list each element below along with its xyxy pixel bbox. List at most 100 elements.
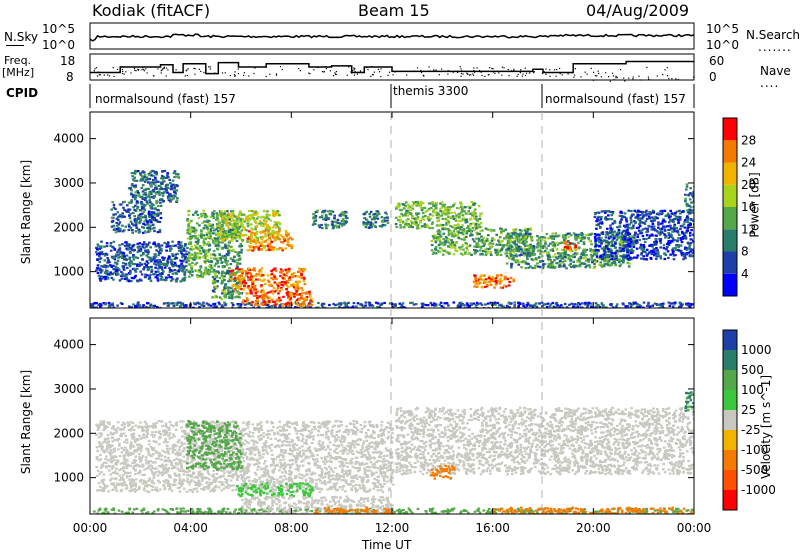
heat-cell: [235, 215, 238, 218]
heat-cell: [506, 240, 510, 243]
heat-cell: [412, 303, 416, 306]
heat-cell: [518, 261, 522, 264]
heat-cell: [205, 232, 209, 235]
heat-cell: [285, 233, 288, 237]
heat-cell: [487, 276, 491, 280]
heat-cell: [594, 260, 597, 263]
heat-cell: [520, 253, 523, 256]
heat-cell: [417, 204, 421, 207]
heat-cell: [618, 261, 621, 264]
heat-cell: [149, 273, 152, 276]
heat-cell: [121, 253, 124, 256]
heat-cell: [493, 286, 496, 289]
heat-cell: [183, 278, 186, 282]
heat-cell: [275, 223, 278, 226]
heat-cell: [405, 219, 408, 222]
heat-cell: [228, 278, 232, 281]
heat-cell: [350, 306, 353, 308]
heat-cell: [218, 277, 222, 280]
nave-dot: [237, 73, 239, 75]
heat-cell: [237, 227, 241, 230]
heat-cell: [457, 207, 461, 210]
heat-cell: [179, 241, 183, 244]
heat-cell: [124, 241, 127, 244]
heat-cell: [268, 306, 271, 308]
heat-cell: [566, 232, 570, 235]
noise-search-label: N.Search: [746, 28, 800, 42]
nave-dot: [646, 66, 648, 68]
heat-cell: [554, 253, 557, 256]
heat-cell: [250, 291, 253, 294]
heat-cell: [161, 174, 164, 178]
nave-dot: [299, 70, 301, 72]
heat-cell: [230, 245, 233, 248]
heat-cell: [460, 203, 463, 206]
heat-cell: [165, 264, 169, 267]
heat-cell: [139, 270, 142, 273]
heat-cell: [560, 248, 564, 251]
heat-cell: [171, 260, 174, 263]
heat-cell: [469, 224, 472, 227]
heat-cell: [646, 304, 649, 307]
nave-dot: [487, 74, 489, 76]
heat-cell: [270, 284, 274, 288]
heat-cell: [545, 305, 549, 308]
heat-cell: [613, 262, 617, 265]
heat-cell: [573, 266, 576, 269]
heat-cell: [235, 285, 238, 288]
heat-cell: [134, 224, 138, 227]
heat-cell: [399, 226, 403, 229]
heat-cell: [187, 251, 191, 254]
heat-cell: [266, 210, 269, 213]
heat-cell: [431, 204, 435, 207]
heat-cell: [103, 271, 107, 274]
heat-cell: [383, 224, 387, 227]
heat-cell: [571, 256, 575, 259]
nave-dot: [221, 72, 224, 74]
heat-cell: [187, 210, 190, 213]
heat-cell: [477, 237, 481, 240]
heat-cell: [522, 252, 526, 255]
heat-cell: [150, 270, 153, 273]
heat-cell: [438, 230, 442, 233]
heat-cell: [128, 263, 131, 267]
heat-cell: [512, 259, 516, 262]
heat-cell: [517, 304, 520, 307]
heat-cell: [288, 293, 291, 296]
heat-cell: [616, 252, 619, 255]
heat-cell: [205, 258, 208, 261]
heat-cell: [267, 242, 270, 245]
heat-cell: [324, 214, 328, 217]
heat-cell: [208, 231, 211, 234]
heat-cell: [252, 248, 256, 251]
heat-cell: [589, 249, 593, 252]
heat-cell: [380, 302, 384, 306]
heat-cell: [151, 181, 155, 184]
heat-cell: [466, 304, 469, 307]
heat-cell: [594, 238, 597, 241]
heat-cell: [90, 304, 93, 307]
heat-cell: [222, 215, 225, 218]
heat-cell: [578, 263, 582, 266]
heat-cell: [253, 233, 257, 236]
heat-cell: [267, 291, 270, 294]
heat-cell: [158, 230, 162, 233]
heat-cell: [159, 248, 162, 252]
heat-cell: [228, 248, 232, 251]
heat-cell: [267, 231, 270, 234]
heat-cell: [303, 303, 306, 306]
heat-cell: [620, 244, 623, 247]
heat-cell: [261, 294, 264, 297]
heat-cell: [539, 260, 542, 263]
heat-cell: [483, 240, 486, 243]
heat-cell: [237, 254, 241, 257]
heat-cell: [177, 243, 180, 246]
heat-cell: [213, 210, 216, 213]
heat-cell: [223, 275, 226, 278]
heat-cell: [329, 210, 333, 213]
heat-cell: [515, 234, 518, 237]
heat-cell: [625, 243, 628, 246]
heat-cell: [125, 210, 128, 213]
heat-cell: [236, 224, 240, 227]
heat-cell: [420, 306, 424, 308]
